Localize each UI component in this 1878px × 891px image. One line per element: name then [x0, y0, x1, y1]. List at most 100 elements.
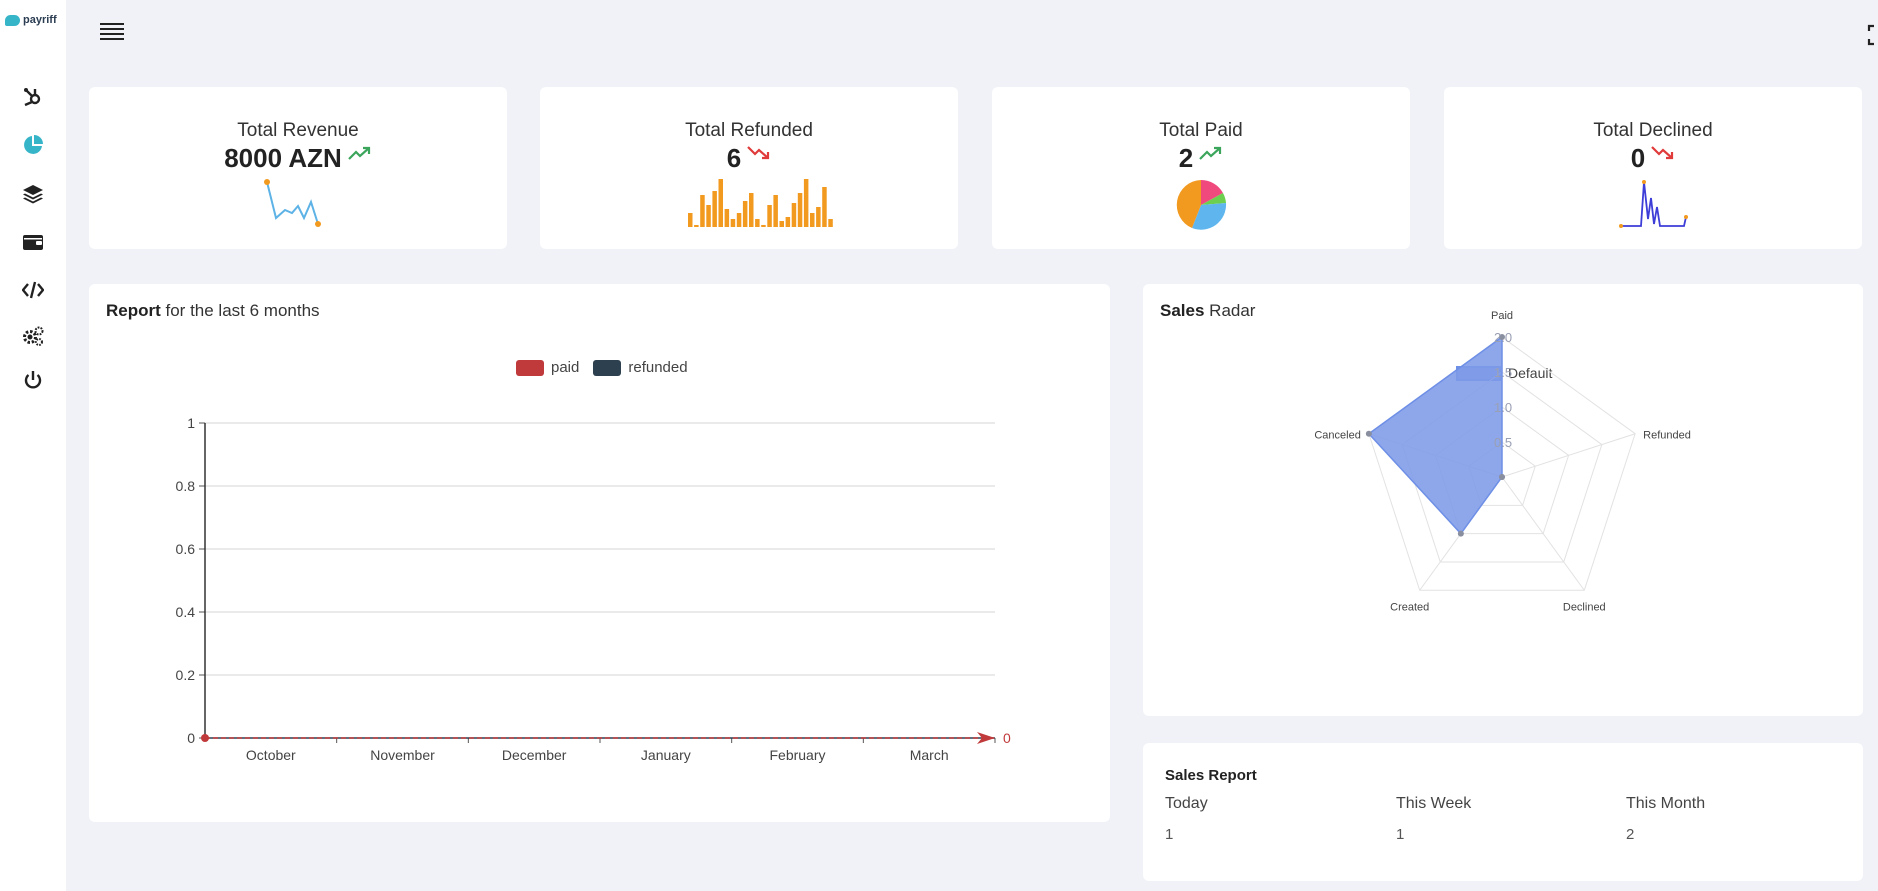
- legend-label-default[interactable]: Default: [1508, 365, 1553, 381]
- y-tick-label: 0.4: [176, 604, 196, 620]
- stat-value: 6: [726, 143, 742, 173]
- radar-title-rest: Radar: [1204, 301, 1256, 320]
- logo-mark-icon: [5, 14, 20, 26]
- declined-sparkline: [1619, 180, 1688, 228]
- trend-up-icon: [1199, 146, 1222, 160]
- sidebar-item-logout[interactable]: [21, 368, 45, 392]
- layers-icon: [23, 185, 43, 204]
- spark-bar: [706, 205, 711, 227]
- radar-title-bold: Sales: [1160, 301, 1205, 320]
- x-tick-label: March: [910, 747, 949, 763]
- sales-report-week: This Week 1: [1396, 795, 1471, 843]
- menu-icon-bar: [100, 23, 124, 25]
- trend-up-icon: [347, 146, 370, 160]
- sales-report-label: This Week: [1396, 795, 1472, 812]
- sidebar-item-settings[interactable]: [21, 324, 45, 348]
- radar-series-area: [1367, 335, 1503, 535]
- stat-value: 2: [1178, 143, 1194, 173]
- sidebar-item-dashboard[interactable]: [21, 133, 45, 157]
- spark-bar: [816, 207, 821, 227]
- spark-bar: [749, 193, 754, 227]
- spark-bar: [828, 219, 833, 227]
- series-end-label: 0: [1003, 730, 1011, 746]
- x-tick-label: November: [370, 747, 435, 763]
- radar-point: [1499, 474, 1505, 480]
- radar-axis-label: Declined: [1563, 601, 1606, 613]
- x-tick-label: February: [769, 747, 825, 763]
- menu-icon-bar: [100, 28, 124, 30]
- sales-report-today: Today 1: [1165, 795, 1208, 843]
- menu-icon-bar: [100, 38, 124, 40]
- x-tick-label: October: [246, 747, 296, 763]
- spark-bar: [700, 195, 705, 227]
- spark-bar: [712, 191, 717, 227]
- spark-bar: [822, 187, 827, 227]
- radar-tick-label: 1.0: [1494, 400, 1512, 415]
- sales-report-value: 2: [1626, 826, 1635, 843]
- y-tick-label: 1: [187, 415, 195, 431]
- revenue-sparkline: [264, 179, 321, 227]
- sidebar-item-integrations[interactable]: [21, 85, 45, 109]
- sales-report-value: 1: [1396, 826, 1405, 843]
- spark-bar: [742, 201, 748, 227]
- fullscreen-button[interactable]: [1866, 24, 1878, 46]
- stat-value-row: 2: [992, 143, 1410, 174]
- y-tick-label: 0.6: [176, 541, 196, 557]
- spark-bar: [761, 225, 766, 227]
- spark-bar: [810, 213, 815, 227]
- radar-point: [1499, 334, 1505, 340]
- sales-report-label: This Month: [1626, 795, 1706, 812]
- report-title: Report for the last 6 months: [106, 301, 320, 321]
- radar-axis-label: Created: [1390, 601, 1429, 613]
- menu-toggle-button[interactable]: [100, 20, 124, 42]
- spark-bar: [785, 217, 791, 227]
- legend-label-refunded[interactable]: refunded: [628, 359, 688, 376]
- spark-bar: [767, 205, 772, 227]
- stat-value: 8000 AZN: [224, 143, 342, 173]
- sidebar-item-layers[interactable]: [21, 182, 45, 206]
- stat-card-declined: Total Declined 0: [1444, 87, 1862, 249]
- radar-tick-label: 0.5: [1494, 435, 1512, 450]
- report-line-chart: 0 0.2 0.4 0.6 0.8 1 October November December Jan…: [176, 415, 1011, 763]
- sales-report-month: This Month 2: [1626, 795, 1705, 843]
- paid-pie-sparkline: [1176, 179, 1227, 230]
- sales-radar-chart: 0.5 1.0 1.5 2.0 Paid Refunded Declined Created C…: [1314, 310, 1691, 613]
- power-icon: [24, 371, 42, 389]
- spark-bar: [755, 219, 760, 227]
- y-tick-label: 0.8: [176, 478, 196, 494]
- refunded-bar-sparkline: [688, 179, 833, 227]
- radar-spoke: [1501, 476, 1585, 591]
- radar-axis-label: Canceled: [1314, 430, 1360, 442]
- stat-title: Total Revenue: [237, 120, 359, 141]
- radar-axis-label: Paid: [1491, 310, 1513, 322]
- y-tick-label: 0: [187, 730, 195, 746]
- wallet-icon: [23, 235, 43, 250]
- stat-card-refunded: Total Refunded 6: [540, 87, 958, 249]
- spark-bar: [736, 213, 742, 227]
- report-title-bold: Report: [106, 301, 161, 320]
- report-legend: paid refunded: [516, 359, 688, 376]
- series-start-point: [201, 734, 209, 742]
- logo[interactable]: payriff: [5, 14, 57, 26]
- spark-bar: [773, 195, 778, 227]
- sidebar-item-developer[interactable]: [21, 278, 45, 302]
- spark-bar: [730, 219, 736, 227]
- y-tick-label: 0.2: [176, 667, 196, 683]
- sales-report-value: 1: [1165, 826, 1174, 843]
- radar-spoke: [1501, 433, 1636, 478]
- spark-bar: [779, 221, 784, 227]
- radar-tick-label: 1.5: [1494, 365, 1512, 380]
- radar-axis-label: Refunded: [1643, 430, 1691, 442]
- legend-swatch-paid: [516, 359, 544, 376]
- spark-bar: [791, 203, 797, 227]
- stat-title: Total Paid: [1159, 120, 1243, 141]
- radar-point: [1457, 530, 1464, 537]
- sidebar-item-wallet[interactable]: [21, 230, 45, 254]
- radar-panel: Sales Radar Default 0.5 1.0 1.5 2.0 Paid Refu…: [1143, 284, 1863, 716]
- spark-bar: [724, 209, 730, 227]
- report-panel: Report for the last 6 months paid refund…: [89, 284, 1110, 822]
- stat-title: Total Refunded: [685, 120, 813, 141]
- legend-label-paid[interactable]: paid: [551, 359, 580, 376]
- fullscreen-icon: [1867, 24, 1874, 46]
- stat-value-row: 6: [540, 143, 958, 174]
